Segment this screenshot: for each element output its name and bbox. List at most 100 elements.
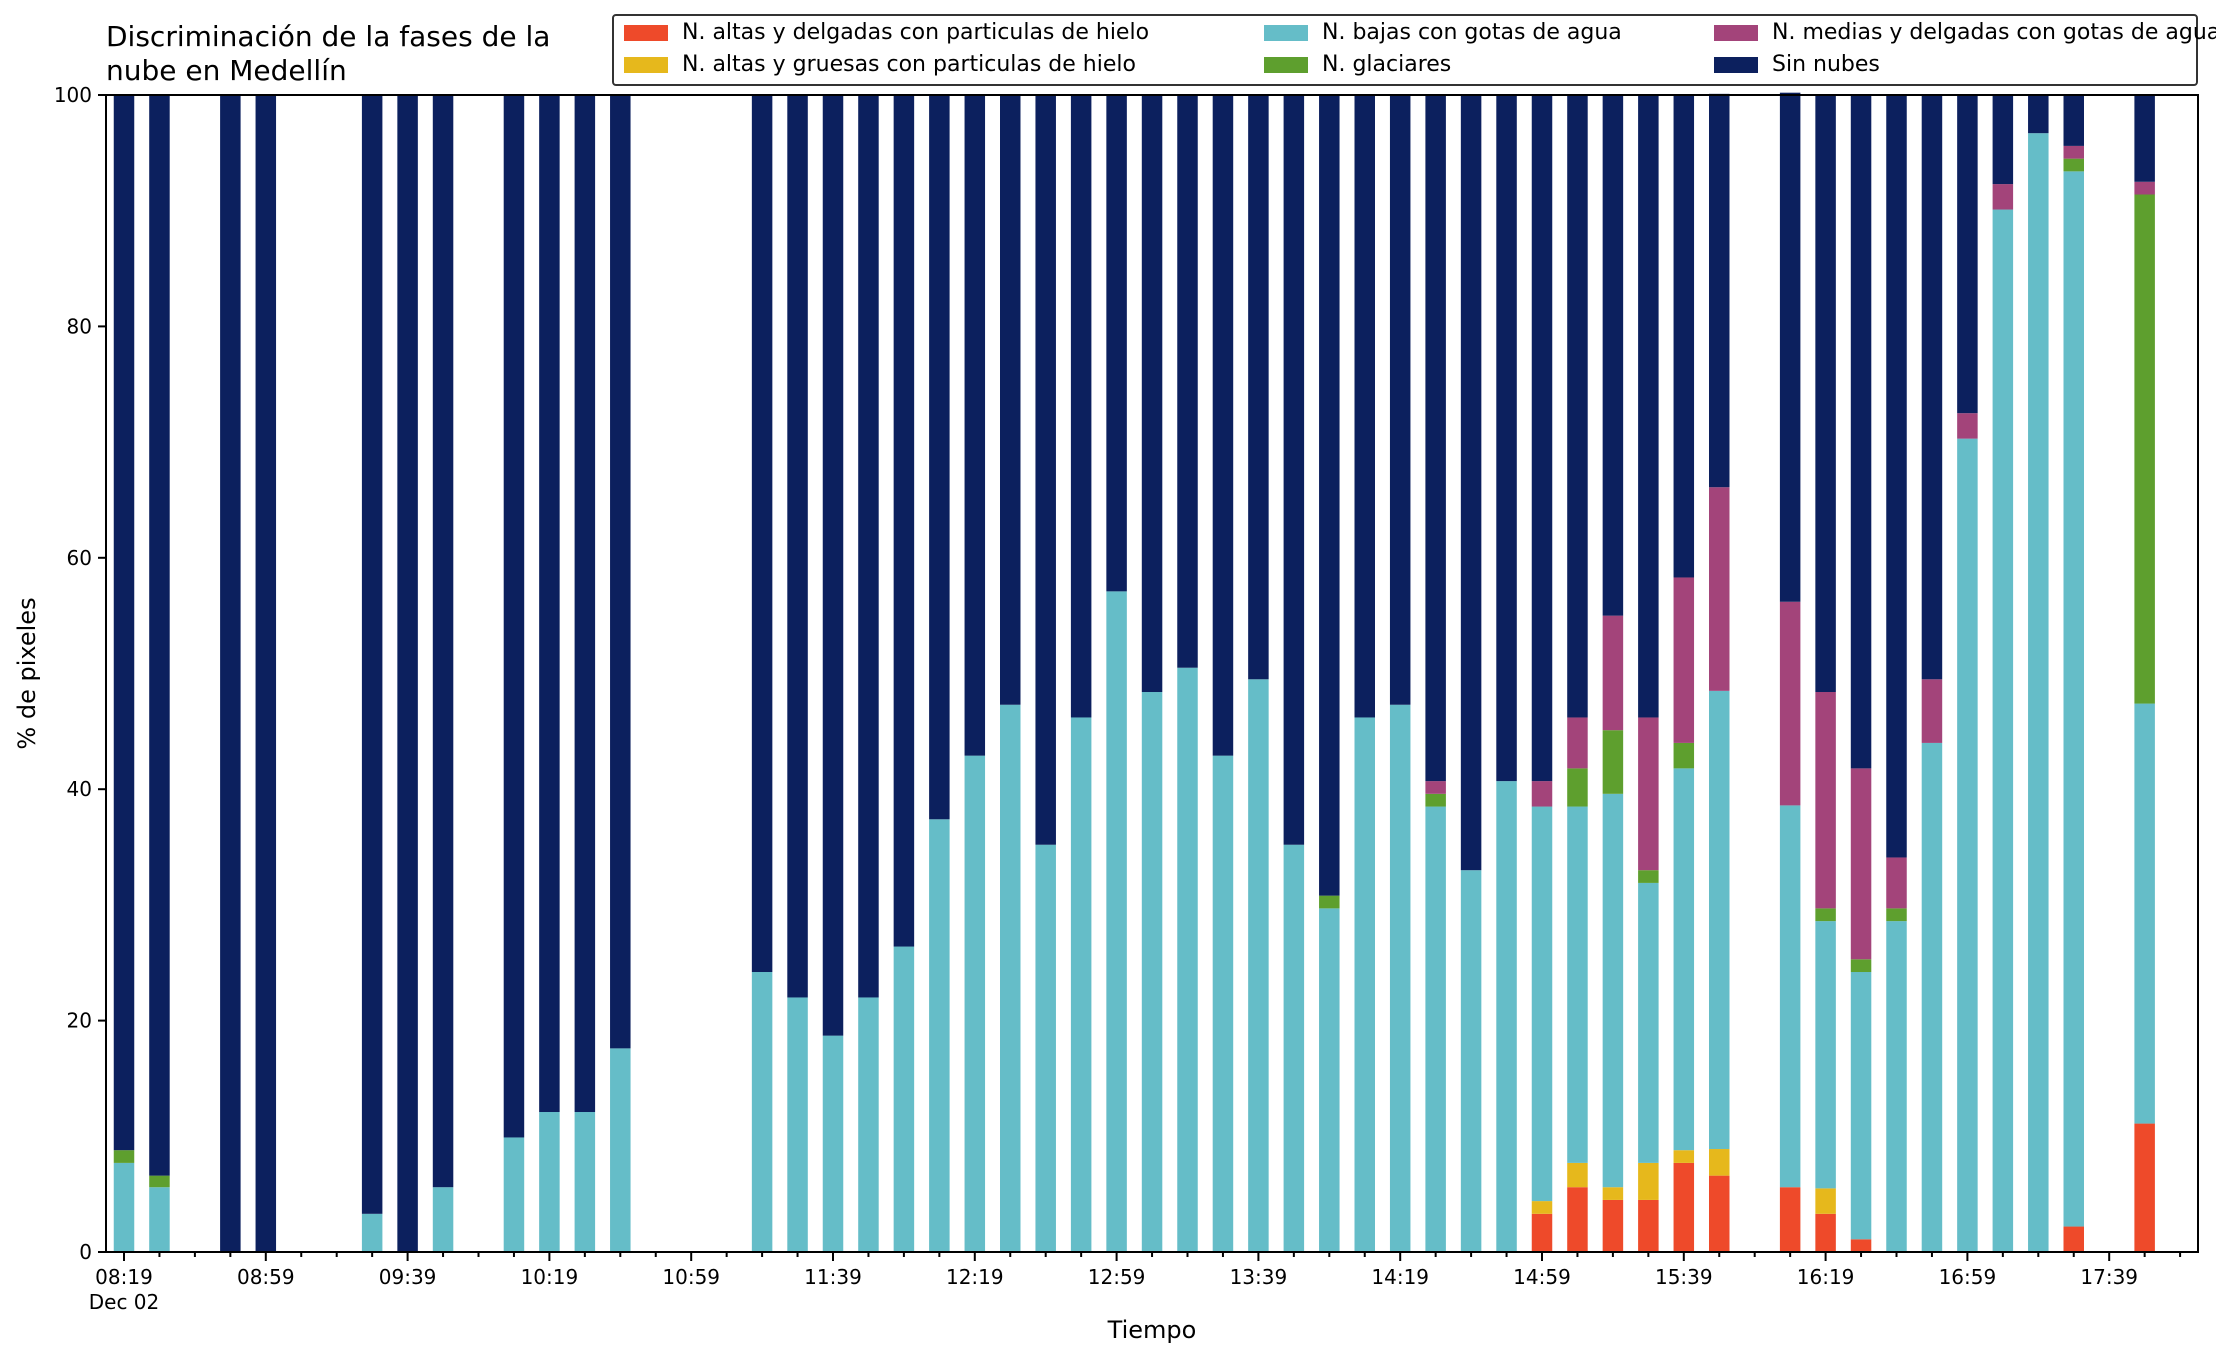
bar-segment xyxy=(1992,184,2014,210)
bar-segment xyxy=(1709,487,1730,691)
bar-segment xyxy=(1602,95,1624,616)
legend-label: N. medias y delgadas con gotas de agua xyxy=(1772,20,2216,45)
bar-segment xyxy=(1248,95,1269,680)
bar-segment xyxy=(574,1112,596,1252)
bar-segment xyxy=(1141,692,1163,1252)
x-tick-label: 08:19 xyxy=(95,1265,153,1289)
bar-segment xyxy=(1567,1162,1588,1188)
bar-segment xyxy=(1886,857,1907,909)
x-tick-label: 15:39 xyxy=(1655,1265,1713,1289)
bar-segment xyxy=(1567,95,1588,718)
bar-segment xyxy=(1283,95,1305,845)
bar-segment xyxy=(1141,95,1163,693)
bar-segment xyxy=(1567,806,1588,1163)
legend-swatch xyxy=(624,56,668,73)
bar-segment xyxy=(149,95,170,1176)
x-tick-label: 16:19 xyxy=(1797,1265,1855,1289)
y-axis-label: % de pixeles xyxy=(13,597,41,749)
x-tick-label: 17:39 xyxy=(2080,1265,2138,1289)
legend-swatch xyxy=(1714,56,1758,73)
x-tick-label: 13:39 xyxy=(1230,1265,1288,1289)
y-tick-label: 0 xyxy=(79,1240,92,1264)
bar-segment xyxy=(1567,717,1588,769)
bar-segment xyxy=(751,95,773,973)
bar-segment xyxy=(1638,717,1659,871)
y-tick-label: 40 xyxy=(67,777,92,801)
bar-segment xyxy=(1531,806,1553,1202)
x-tick-label: 09:39 xyxy=(379,1265,437,1289)
bar-segment xyxy=(1673,742,1695,769)
bar-segment xyxy=(2134,703,2155,1124)
x-axis-label: Tiempo xyxy=(1107,1316,1197,1344)
bar-segment xyxy=(1815,921,1836,1189)
bar-segment xyxy=(2134,1123,2155,1252)
y-tick-label: 100 xyxy=(54,83,92,107)
bar-segment xyxy=(1460,870,1482,1252)
bar-segment xyxy=(1886,95,1907,858)
x-tick-label: 11:39 xyxy=(804,1265,862,1289)
bar-segment xyxy=(113,95,135,1151)
legend-label: N. glaciares xyxy=(1322,52,1452,77)
bar-segment xyxy=(149,1175,170,1188)
bar-segment xyxy=(610,95,631,1049)
bar-segment xyxy=(1354,717,1375,1252)
bar-segment xyxy=(1709,690,1730,1150)
bar-segment xyxy=(1779,805,1801,1188)
bar-segment xyxy=(1850,768,1872,960)
bar-segment xyxy=(822,95,844,1036)
bar-segment xyxy=(1567,768,1588,807)
legend-swatch xyxy=(1264,24,1308,41)
bar-segment xyxy=(1957,413,1978,439)
bar-segment xyxy=(2063,1226,2084,1252)
bar-segment xyxy=(1070,717,1092,1252)
bar-segment xyxy=(1070,95,1092,718)
bar-segment xyxy=(1602,615,1624,731)
bar-segment xyxy=(1531,1201,1553,1214)
bar-segment xyxy=(2063,158,2084,172)
bar-segment xyxy=(1957,438,1978,1252)
bar-segment xyxy=(361,95,383,1214)
legend-item: N. altas y delgadas con particulas de hi… xyxy=(624,20,1149,45)
bar-segment xyxy=(964,755,986,1252)
x-tick-label: 12:19 xyxy=(946,1265,1004,1289)
bar-segment xyxy=(1992,209,2014,1253)
bar-segment xyxy=(1531,1213,1553,1252)
bar-segment xyxy=(1673,95,1695,578)
bar-segment xyxy=(929,819,950,1252)
bar-segment xyxy=(1638,1199,1659,1252)
legend: N. altas y delgadas con particulas de hi… xyxy=(612,14,2216,86)
bar-segment xyxy=(2063,95,2084,146)
bar-segment xyxy=(574,95,596,1113)
bar-segment xyxy=(1850,972,1872,1240)
x-tick-label: 14:59 xyxy=(1513,1265,1571,1289)
bar-segment xyxy=(1850,1239,1872,1252)
bar-segment xyxy=(149,1187,170,1252)
bar-segment xyxy=(1531,781,1553,807)
bar-segment xyxy=(2028,133,2049,1252)
bar-segment xyxy=(1000,704,1021,1252)
y-tick-label: 80 xyxy=(67,314,92,338)
bar-segment xyxy=(1921,679,1943,743)
legend-swatch xyxy=(1714,24,1758,41)
bar-segment xyxy=(1921,742,1943,1252)
bar-segment xyxy=(1000,95,1021,705)
bar-segment xyxy=(1106,95,1127,592)
bar-segment xyxy=(113,1162,135,1252)
bar-segment xyxy=(1779,92,1801,602)
bar-segment xyxy=(929,95,950,820)
bar-segment xyxy=(1460,95,1482,871)
bar-segment xyxy=(1992,95,2014,185)
bar-segment xyxy=(1850,95,1872,769)
bar-segment xyxy=(1319,95,1340,896)
legend-swatch xyxy=(1264,56,1308,73)
chart-title: Discriminación de la fases de la nube en… xyxy=(106,20,551,87)
bar-segment xyxy=(1389,95,1411,705)
bar-segment xyxy=(1496,781,1517,1252)
bar-segment xyxy=(1638,870,1659,883)
bar-segment xyxy=(858,997,879,1252)
legend-item: N. altas y gruesas con particulas de hie… xyxy=(624,52,1136,77)
bar-segment xyxy=(1531,95,1553,782)
bar-segment xyxy=(1248,679,1269,1252)
legend-label: N. altas y gruesas con particulas de hie… xyxy=(682,52,1136,77)
bar-segment xyxy=(1283,844,1305,1252)
